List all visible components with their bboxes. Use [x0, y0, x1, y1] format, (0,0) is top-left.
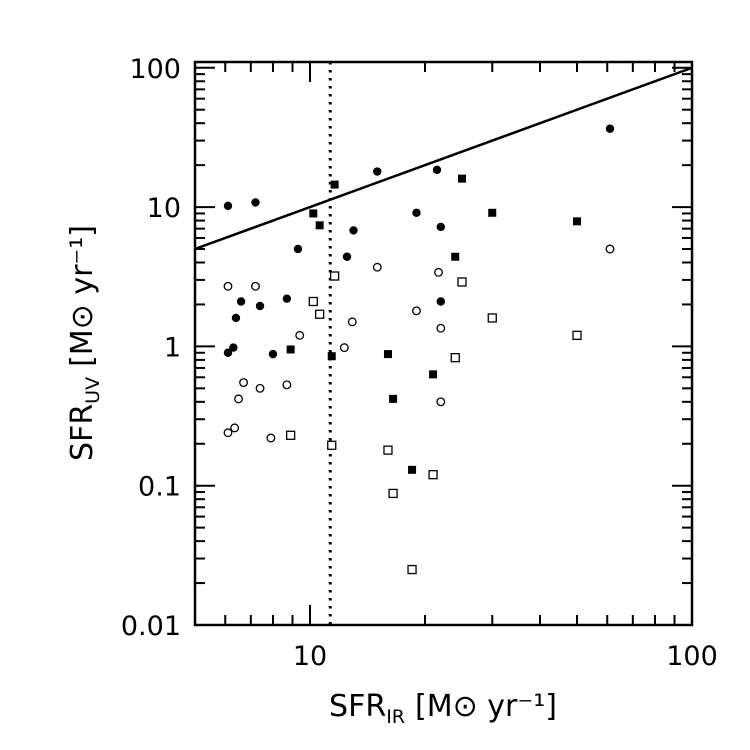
- data-point-filled-circle: [255, 301, 265, 311]
- x-axis-label-sub: IR: [386, 706, 405, 728]
- data-point-filled-circle: [436, 297, 446, 306]
- data-point-open-square: [388, 488, 398, 499]
- data-point-open-circle: [436, 397, 446, 407]
- y-tick-label: 0.1: [138, 472, 181, 503]
- data-point-filled-square: [573, 217, 582, 226]
- data-point-open-square: [315, 309, 325, 319]
- y-axis-label: SFR: [65, 404, 100, 461]
- plot-area: [195, 62, 692, 625]
- data-point-open-circle: [282, 380, 292, 390]
- y-tick-label: 10: [147, 193, 181, 224]
- data-point-open-circle: [230, 423, 240, 433]
- data-point-open-square: [329, 271, 340, 281]
- data-point-filled-circle: [605, 124, 615, 133]
- data-point-open-square: [308, 296, 318, 307]
- data-point-open-square: [286, 430, 296, 440]
- data-point-open-circle: [347, 317, 357, 327]
- y-tick-label: 100: [129, 54, 181, 85]
- data-point-open-circle: [372, 262, 382, 272]
- data-point-filled-circle: [342, 252, 352, 261]
- data-point-open-square: [487, 313, 497, 323]
- data-point-open-square: [383, 445, 393, 455]
- data-point-filled-circle: [293, 244, 303, 254]
- y-tick-label: 1: [164, 332, 181, 363]
- data-point-filled-circle: [412, 208, 421, 217]
- data-point-open-circle: [434, 267, 443, 277]
- data-point-filled-circle: [231, 313, 241, 323]
- data-point-filled-square: [330, 180, 339, 189]
- data-point-filled-square: [286, 345, 295, 354]
- plot-layer: [195, 62, 692, 625]
- svg-text:SFRUV[M⊙ yr⁻¹]: SFRUV [M⊙ yr⁻¹]: [65, 225, 104, 461]
- data-point-filled-circle: [373, 167, 382, 176]
- data-point-filled-circle: [349, 226, 358, 235]
- y-axis-label-sub: UV: [82, 377, 104, 404]
- y-axis-title: SFRUV [M⊙ yr⁻¹]: [65, 225, 104, 461]
- data-point-open-circle: [234, 394, 243, 404]
- data-point-open-square: [327, 440, 337, 450]
- plot-frame: [193, 60, 694, 627]
- data-point-open-circle: [339, 343, 349, 353]
- data-point-open-square: [450, 353, 460, 363]
- x-tick-label: 100: [666, 641, 718, 672]
- data-point-open-circle: [412, 306, 421, 316]
- data-point-filled-circle: [436, 222, 446, 232]
- y-tick-label: 0.01: [121, 611, 181, 642]
- data-point-filled-square: [408, 465, 417, 474]
- data-point-filled-circle: [223, 348, 233, 357]
- data-point-open-square: [572, 330, 582, 341]
- y-axis-units: [M⊙ yr⁻¹]: [65, 225, 100, 367]
- data-point-open-square: [457, 277, 467, 287]
- x-tick-label: 10: [293, 641, 327, 672]
- data-point-filled-square: [451, 252, 460, 261]
- data-point-open-circle: [223, 281, 233, 291]
- data-point-filled-circle: [236, 297, 246, 306]
- data-point-open-square: [407, 564, 417, 575]
- data-point-open-circle: [436, 323, 446, 333]
- x-axis-label: SFR: [329, 689, 386, 724]
- data-point-open-circle: [295, 330, 305, 340]
- data-point-open-circle: [255, 383, 265, 393]
- data-point-open-square: [428, 470, 438, 480]
- data-point-filled-square: [327, 352, 336, 361]
- data-point-filled-circle: [268, 349, 278, 359]
- data-point-open-circle: [251, 281, 260, 291]
- x-axis-units: [M⊙ yr⁻¹]: [415, 689, 557, 724]
- data-point-filled-square: [488, 208, 497, 217]
- data-point-filled-circle: [251, 198, 260, 207]
- data-point-filled-square: [383, 350, 392, 359]
- data-point-filled-circle: [229, 343, 238, 352]
- x-axis-title: SFRIR [M⊙ yr⁻¹]: [329, 689, 557, 728]
- data-point-filled-square: [309, 209, 318, 218]
- data-point-filled-square: [315, 221, 324, 230]
- data-point-filled-circle: [432, 165, 442, 175]
- one-to-one-line: [195, 66, 692, 251]
- data-point-filled-square: [429, 370, 438, 379]
- data-point-open-circle: [239, 378, 249, 388]
- data-point-filled-square: [458, 174, 467, 183]
- data-point-open-circle: [266, 433, 276, 443]
- data-point-filled-circle: [223, 201, 233, 211]
- axis-layer: 10 100 0.01 0.1 1 10 100: [121, 54, 718, 672]
- data-point-filled-square: [389, 394, 398, 403]
- data-point-open-circle: [605, 244, 615, 254]
- data-point-open-circle: [223, 428, 233, 438]
- data-point-filled-circle: [282, 294, 292, 303]
